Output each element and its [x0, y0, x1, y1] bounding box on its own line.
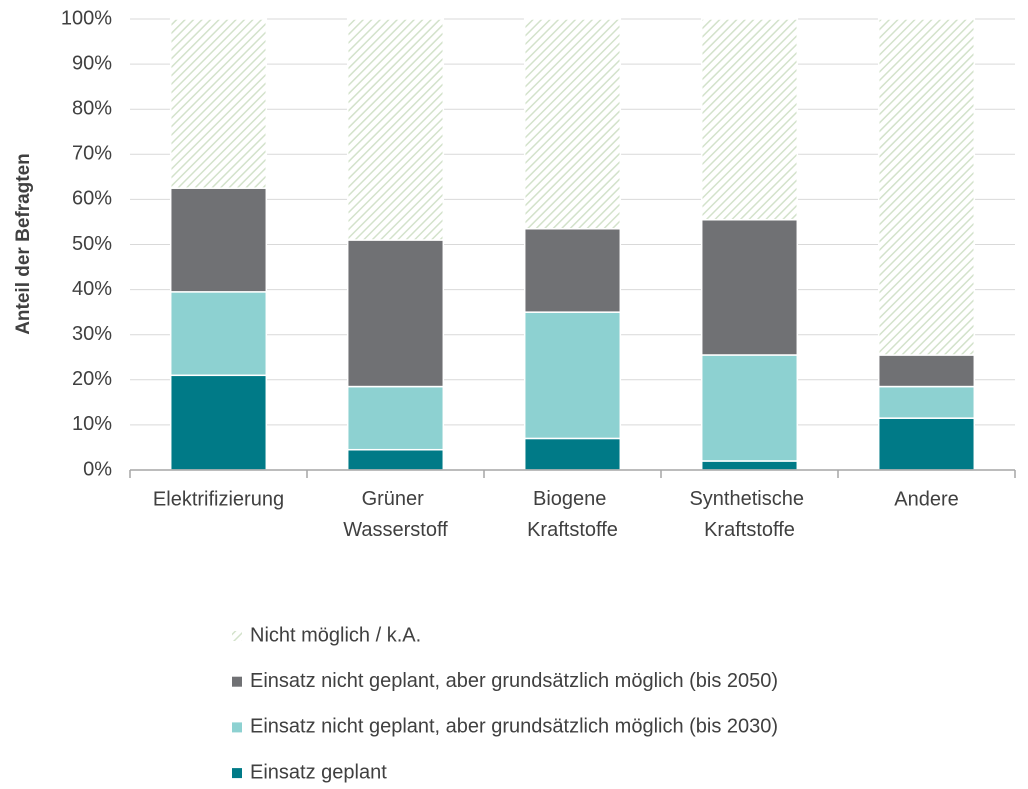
bar-segment: [700, 460, 799, 471]
y-axis-label: Anteil der Befragten: [13, 153, 34, 335]
y-tick-label: 70%: [72, 143, 112, 165]
bar-segment: [346, 18, 445, 241]
bar-segment: [523, 311, 622, 440]
bar-segment: [169, 291, 268, 377]
legend-label: Nicht möglich / k.A.: [250, 624, 421, 646]
x-tick-label: Synthetische Kraftstoffe: [689, 488, 809, 541]
legend-swatch: [232, 722, 242, 733]
legend-swatch: [232, 768, 242, 779]
bar-segment: [346, 448, 445, 471]
bar-segment: [700, 354, 799, 462]
bar-segment: [877, 417, 976, 471]
y-tick-label: 100%: [61, 7, 112, 29]
bar-segment: [169, 374, 268, 471]
y-tick-label: 80%: [72, 97, 112, 119]
bar-segment: [877, 354, 976, 388]
legend-swatch: [232, 631, 242, 641]
y-tick-label: 0%: [83, 458, 112, 480]
x-tick-label: Grüner Wasserstoff: [343, 488, 448, 541]
bar-segment: [169, 187, 268, 293]
x-tick-label: Biogene Kraftstoffe: [527, 488, 618, 541]
bar-segment: [346, 239, 445, 388]
bar-segment: [700, 18, 799, 221]
legend-label: Einsatz nicht geplant, aber grundsätzlic…: [250, 670, 778, 692]
legend-label: Einsatz nicht geplant, aber grundsätzlic…: [250, 716, 778, 738]
y-tick-label: 40%: [72, 278, 112, 300]
bar-segment: [169, 18, 268, 189]
y-tick-label: 30%: [72, 323, 112, 345]
y-tick-label: 10%: [72, 413, 112, 435]
bar-segment: [523, 437, 622, 471]
bar-segment: [877, 18, 976, 356]
bar-segment: [523, 227, 622, 313]
legend-swatch: [232, 676, 242, 687]
x-tick-label: Elektrifizierung: [153, 488, 284, 510]
bar-segment: [700, 218, 799, 356]
y-tick-label: 90%: [72, 52, 112, 74]
bar-segment: [523, 18, 622, 230]
y-tick-label: 50%: [72, 233, 112, 255]
y-tick-label: 20%: [72, 368, 112, 390]
legend-label: Einsatz geplant: [250, 761, 387, 783]
y-tick-label: 60%: [72, 188, 112, 210]
bar-segment: [877, 385, 976, 419]
bar-segment: [346, 385, 445, 451]
x-tick-label: Andere: [894, 488, 959, 510]
